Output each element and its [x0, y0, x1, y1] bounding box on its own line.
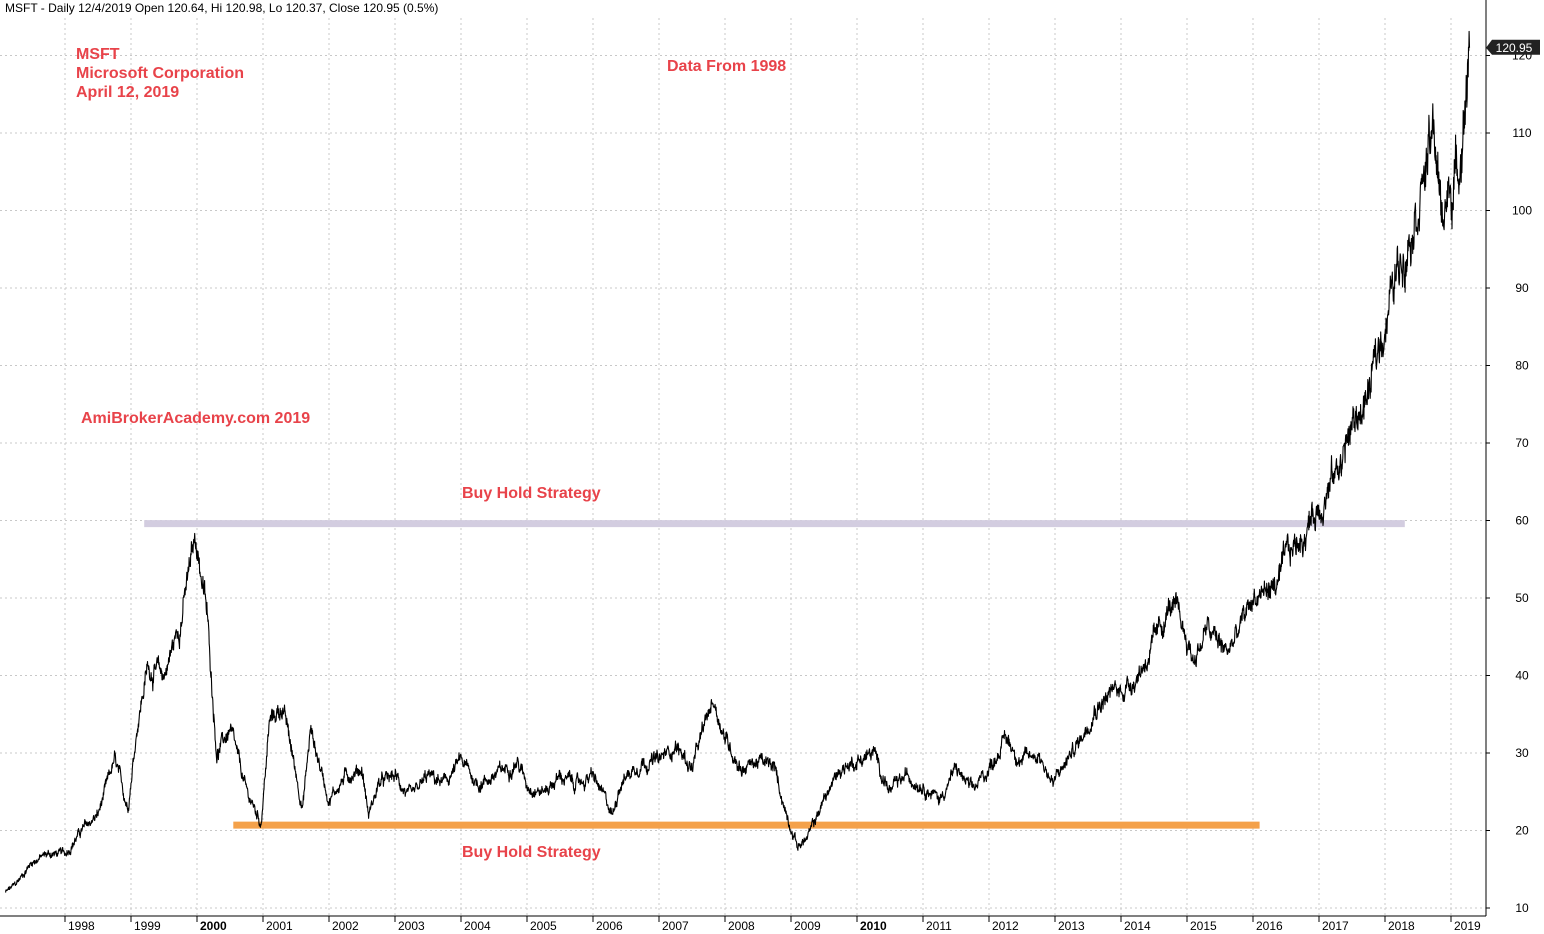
y-tick-label: 10 — [1515, 901, 1529, 915]
x-tick-label: 2015 — [1190, 919, 1217, 933]
chart-header: MSFT - Daily 12/4/2019 Open 120.64, Hi 1… — [5, 1, 439, 15]
x-tick-label: 2012 — [992, 919, 1019, 933]
x-tick-label: 2006 — [596, 919, 623, 933]
last-price-tag-group: 120.95 — [1486, 39, 1540, 55]
y-tick-label: 100 — [1512, 204, 1532, 218]
annotation-data-from: Data From 1998 — [667, 58, 787, 75]
last-price-label: 120.95 — [1496, 41, 1533, 55]
series-line-msft — [5, 30, 1471, 893]
y-tick-label: 70 — [1515, 436, 1529, 450]
y-tick-label: 110 — [1512, 126, 1531, 140]
y-tick-label: 50 — [1515, 591, 1529, 605]
y-tick-label: 90 — [1515, 281, 1529, 295]
x-tick-label: 2008 — [728, 919, 755, 933]
last-price-tag — [1486, 39, 1540, 55]
x-tick-label: 2002 — [332, 919, 359, 933]
x-tick-label: 2000 — [200, 919, 227, 933]
annotation-date: April 12, 2019 — [76, 84, 180, 101]
y-tick-label: 80 — [1515, 359, 1529, 373]
x-tick-label: 2003 — [398, 919, 425, 933]
x-tick-label: 2001 — [266, 919, 293, 933]
x-tick-label: 1998 — [68, 919, 95, 933]
annotation-watermark: AmiBrokerAcademy.com 2019 — [81, 410, 311, 427]
annotation-buy-hold-bottom: Buy Hold Strategy — [462, 844, 601, 861]
grid — [0, 18, 1486, 916]
x-tick-label: 2005 — [530, 919, 557, 933]
x-tick-label: 2016 — [1256, 919, 1283, 933]
x-tick-label: 2007 — [662, 919, 689, 933]
series-layer — [5, 30, 1471, 893]
x-tick-label: 2009 — [794, 919, 821, 933]
annotation-company: Microsoft Corporation — [76, 65, 244, 82]
x-tick-label: 2004 — [464, 919, 491, 933]
x-tick-label: 1999 — [134, 919, 161, 933]
x-tick-label: 2011 — [926, 919, 952, 933]
y-tick-label: 60 — [1515, 514, 1529, 528]
y-tick-label: 20 — [1515, 824, 1529, 838]
annotation-buy-hold-top: Buy Hold Strategy — [462, 485, 601, 502]
x-tick-label: 2013 — [1058, 919, 1085, 933]
y-tick-label: 30 — [1515, 746, 1529, 760]
annotation-ticker: MSFT — [76, 46, 120, 63]
x-tick-label: 2019 — [1454, 919, 1481, 933]
reference-lines — [144, 520, 1405, 829]
y-tick-label: 40 — [1515, 669, 1529, 683]
x-tick-label: 2017 — [1322, 919, 1349, 933]
x-tick-label: 2014 — [1124, 919, 1151, 933]
x-tick-label: 2018 — [1388, 919, 1415, 933]
x-tick-label: 2010 — [860, 919, 887, 933]
